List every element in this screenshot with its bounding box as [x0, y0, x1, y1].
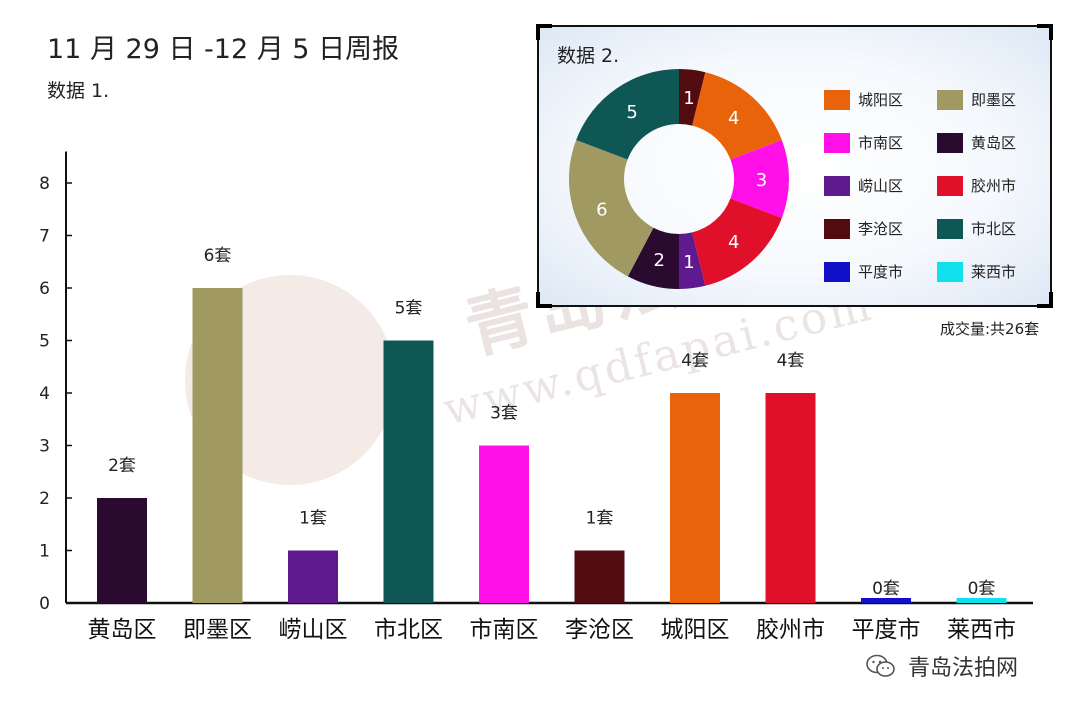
legend-label: 黄岛区: [971, 134, 1017, 152]
slice-label: 6: [596, 199, 607, 220]
legend-label: 莱西市: [971, 263, 1017, 281]
legend-item: 即墨区: [937, 89, 1016, 110]
legend-swatch: [937, 261, 963, 282]
legend-label: 城阳区: [858, 91, 904, 109]
x-tick-label: 城阳区: [661, 617, 730, 643]
wechat-icon: [866, 654, 895, 677]
x-tick-label: 黄岛区: [88, 617, 157, 643]
bar: [479, 445, 529, 603]
total-label: 成交量:共26套: [940, 320, 1040, 338]
x-tick-label: 市南区: [470, 617, 539, 643]
pie-chart-label: 数据 2.: [557, 45, 620, 67]
legend-swatch: [824, 89, 850, 110]
legend-swatch: [937, 218, 963, 239]
bar: [383, 340, 434, 603]
donut-slice: [569, 139, 654, 277]
x-tick-label: 莱西市: [947, 617, 1016, 643]
bar: [192, 288, 243, 603]
page-title: 11 月 29 日 -12 月 5 日周报: [47, 34, 400, 65]
y-tick-label: 8: [39, 174, 50, 194]
slice-label: 4: [728, 232, 739, 253]
donut-slice: [627, 227, 679, 289]
donut-slice: [692, 72, 782, 160]
x-tick-label: 市北区: [374, 617, 443, 643]
bar: [861, 598, 911, 603]
bar-data-label: 0套: [872, 579, 900, 599]
slice-label: 4: [728, 108, 739, 129]
legend-label: 即墨区: [971, 91, 1017, 109]
legend-label: 胶州市: [971, 177, 1017, 195]
legend-swatch: [824, 218, 850, 239]
x-tick-label: 胶州市: [756, 617, 825, 643]
slice-label: 1: [683, 252, 694, 273]
legend-label: 李沧区: [858, 220, 904, 238]
y-tick-label: 4: [39, 384, 50, 404]
y-tick-label: 1: [39, 542, 50, 562]
donut-slice: [692, 198, 782, 286]
legend-swatch: [824, 261, 850, 282]
donut-slice: [679, 69, 706, 126]
slice-label: 3: [756, 170, 767, 191]
legend-swatch: [824, 175, 850, 196]
legend-label: 市南区: [858, 134, 904, 152]
footer-account-name: 青岛法拍网: [908, 656, 1019, 681]
y-tick-label: 0: [39, 594, 50, 614]
panel-corner: [1037, 24, 1053, 40]
bar-data-label: 3套: [490, 404, 518, 424]
y-tick-label: 5: [39, 332, 50, 352]
legend-item: 胶州市: [937, 175, 1016, 196]
bar-data-label: 1套: [586, 509, 614, 529]
bar-data-label: 4套: [777, 351, 805, 371]
bar: [574, 550, 625, 603]
bar-data-label: 5套: [395, 299, 423, 319]
bar-data-label: 2套: [108, 456, 136, 476]
slice-label: 2: [654, 250, 665, 271]
legend-label: 崂山区: [858, 177, 904, 195]
donut-slice: [730, 139, 789, 219]
y-tick-label: 6: [39, 279, 50, 299]
legend-swatch: [824, 132, 850, 153]
x-tick-label: 崂山区: [279, 617, 348, 643]
panel-corner: [1037, 292, 1053, 308]
y-tick-label: 2: [39, 489, 50, 509]
x-tick-label: 李沧区: [565, 617, 634, 643]
slice-label: 5: [626, 102, 637, 123]
bar-chart-label: 数据 1.: [47, 80, 110, 102]
legend-swatch: [937, 175, 963, 196]
panel-corner: [536, 24, 552, 40]
bar: [97, 498, 147, 603]
bar-data-label: 0套: [968, 579, 996, 599]
y-tick-label: 3: [39, 437, 50, 457]
x-tick-label: 即墨区: [183, 617, 252, 643]
bar-data-label: 1套: [299, 509, 327, 529]
y-tick-label: 7: [39, 227, 50, 247]
bar: [765, 393, 816, 603]
bar-data-label: 4套: [681, 351, 709, 371]
panel-corner: [536, 292, 552, 308]
legend-swatch: [937, 89, 963, 110]
bar: [288, 550, 338, 603]
legend-item: 市南区: [824, 132, 903, 153]
legend-item: 李沧区: [824, 218, 903, 239]
legend-item: 平度市: [824, 261, 903, 282]
bar-data-label: 6套: [204, 246, 232, 266]
legend-label: 平度市: [858, 263, 904, 281]
legend-swatch: [937, 132, 963, 153]
bar: [670, 393, 720, 603]
donut-slice: [576, 69, 679, 160]
legend-item: 城阳区: [824, 89, 903, 110]
bar: [956, 598, 1007, 603]
donut-slice: [679, 232, 706, 289]
legend-label: 市北区: [971, 220, 1017, 238]
legend-item: 黄岛区: [937, 132, 1016, 153]
legend-item: 市北区: [937, 218, 1016, 239]
slice-label: 1: [683, 88, 694, 109]
legend-item: 崂山区: [824, 175, 903, 196]
legend-item: 莱西市: [937, 261, 1016, 282]
x-tick-label: 平度市: [852, 617, 921, 643]
footer-brand: 青岛法拍网: [866, 650, 1018, 682]
